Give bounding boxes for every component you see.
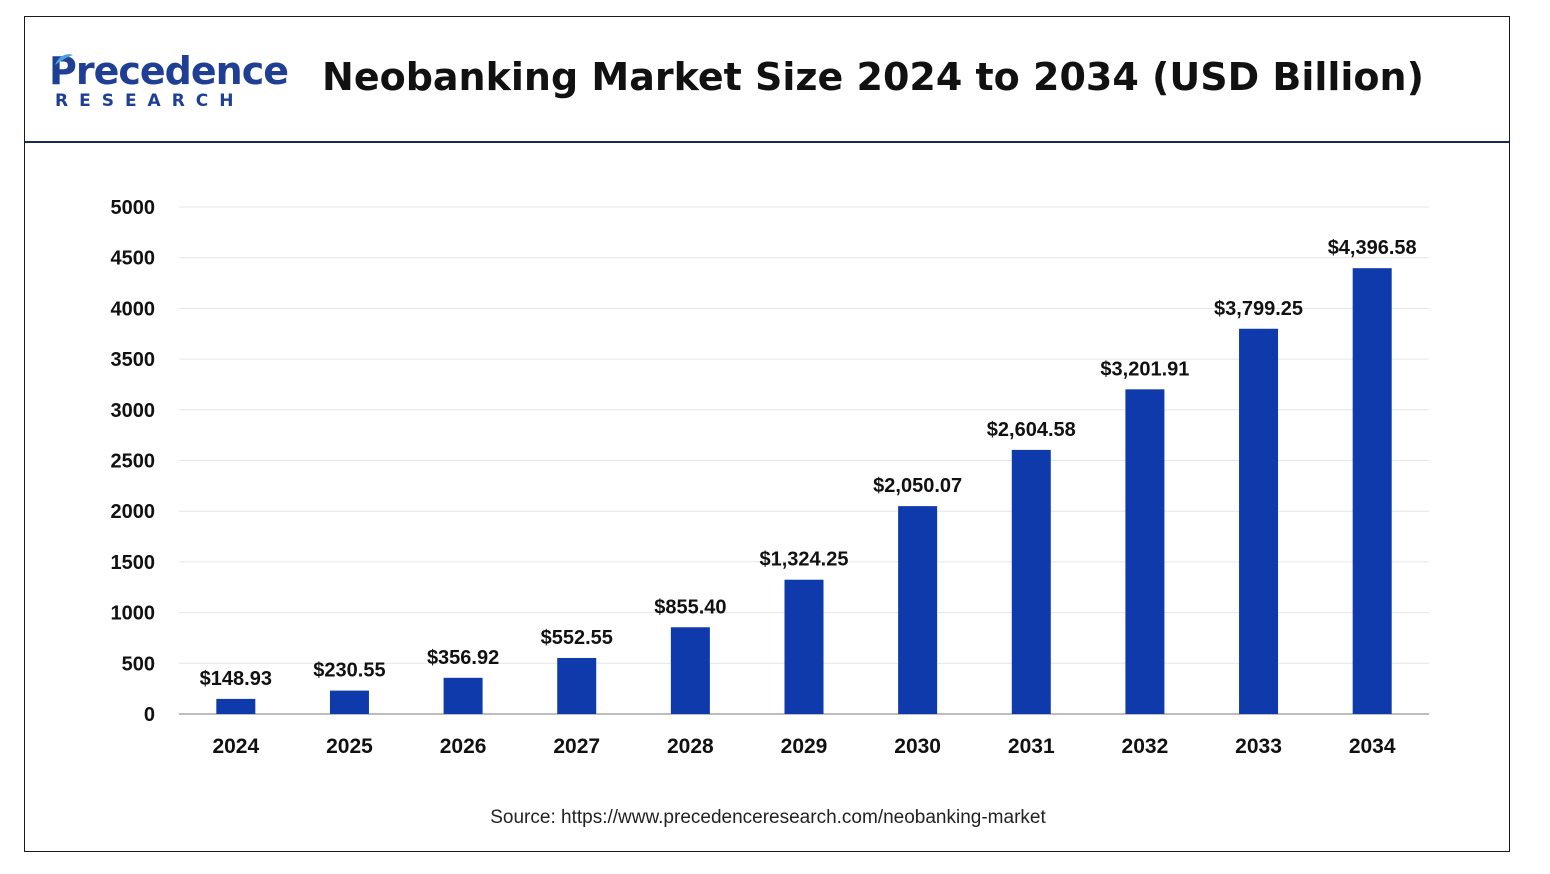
bar — [1011, 449, 1051, 714]
y-tick-label: 4000 — [111, 298, 156, 320]
bar — [443, 677, 483, 714]
x-tick-label: 2032 — [1122, 735, 1169, 758]
data-label: $4,396.58 — [1328, 237, 1417, 259]
x-tick-label: 2026 — [440, 735, 487, 758]
brand-logo: Precedence RESEARCH — [49, 49, 289, 129]
x-tick-label: 2025 — [326, 735, 373, 758]
x-tick-label: 2033 — [1235, 735, 1282, 758]
data-label: $552.55 — [541, 627, 613, 649]
source-note: Source: https://www.precedenceresearch.c… — [490, 807, 1046, 828]
x-tick-label: 2034 — [1349, 735, 1396, 758]
bar — [1352, 268, 1392, 714]
y-tick-label: 3000 — [111, 400, 156, 422]
data-label: $3,201.91 — [1100, 358, 1189, 380]
bar — [557, 657, 597, 714]
chart-title: Neobanking Market Size 2024 to 2034 (USD… — [322, 55, 1424, 99]
x-tick-label: 2031 — [1008, 735, 1055, 758]
y-tick-label: 2500 — [111, 451, 156, 473]
y-tick-label: 4500 — [111, 248, 156, 270]
y-tick-label: 2000 — [111, 501, 156, 523]
x-tick-label: 2024 — [212, 735, 259, 758]
x-tick-label: 2028 — [667, 735, 714, 758]
header-divider — [25, 141, 1509, 143]
y-tick-label: 5000 — [111, 197, 156, 219]
brand-name: Precedence — [49, 49, 289, 93]
bar — [670, 627, 710, 714]
chart-frame: Precedence RESEARCH Neobanking Market Si… — [24, 16, 1510, 852]
bar — [898, 506, 938, 714]
x-tick-label: 2027 — [553, 735, 600, 758]
x-tick-label: 2030 — [894, 735, 941, 758]
x-tick-label: 2029 — [781, 735, 828, 758]
y-tick-label: 1500 — [111, 552, 156, 574]
brand-subtitle: RESEARCH — [55, 91, 245, 111]
bar — [1125, 389, 1165, 714]
bar — [329, 690, 369, 714]
data-label: $855.40 — [654, 596, 726, 618]
bar — [784, 579, 824, 714]
y-tick-label: 0 — [144, 704, 155, 726]
bar-chart: 0 500 1000 1500 2000 2500 3000 3500 4000 4500 5000… — [111, 197, 1429, 758]
leaf-icon — [55, 54, 73, 65]
data-label: $2,050.07 — [873, 475, 962, 497]
data-label: $2,604.58 — [987, 419, 1076, 441]
bar — [1239, 328, 1279, 714]
bar — [216, 698, 256, 714]
data-label: $3,799.25 — [1214, 298, 1303, 320]
data-label: $230.55 — [313, 660, 385, 682]
data-label: $148.93 — [200, 668, 272, 690]
data-label: $1,324.25 — [760, 549, 849, 571]
y-tick-label: 3500 — [111, 349, 156, 371]
y-tick-label: 500 — [122, 653, 155, 675]
y-tick-label: 1000 — [111, 603, 156, 625]
data-label: $356.92 — [427, 647, 499, 669]
